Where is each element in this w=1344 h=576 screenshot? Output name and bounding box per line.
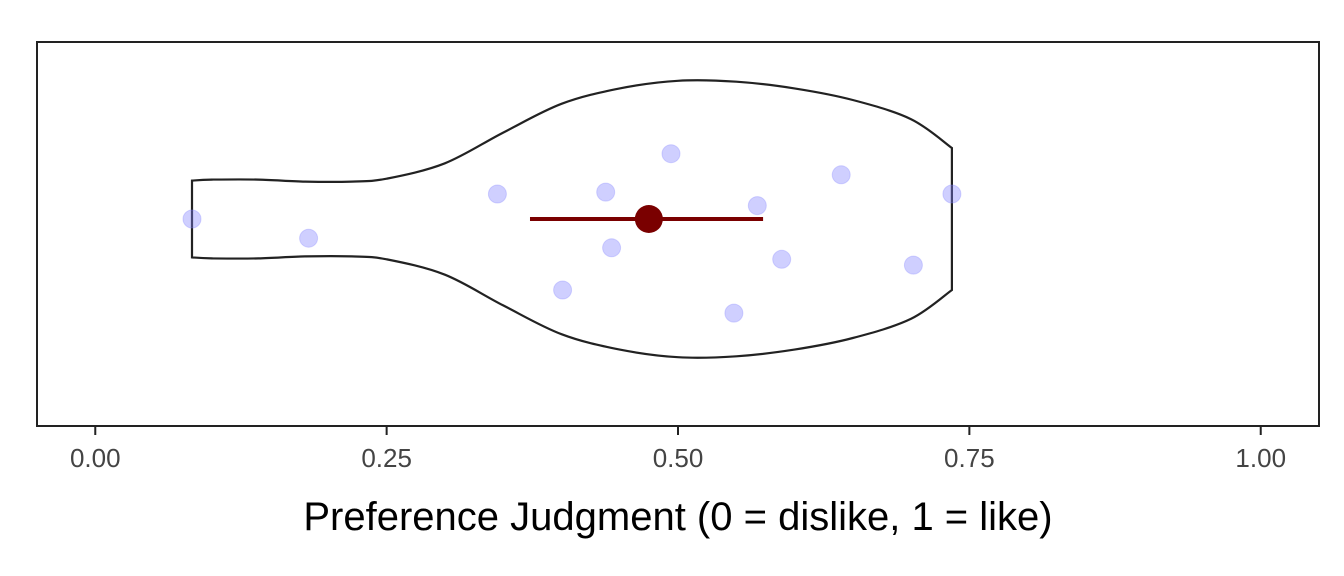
data-point — [903, 255, 923, 275]
data-point — [724, 303, 744, 323]
data-point — [553, 280, 573, 300]
panel-background — [37, 42, 1319, 426]
mean-summary — [529, 205, 764, 233]
data-point — [747, 196, 767, 216]
data-points — [182, 144, 962, 323]
data-point — [772, 249, 792, 269]
x-tick-label: 1.00 — [1235, 443, 1286, 473]
x-axis-title: Preference Judgment (0 = dislike, 1 = li… — [303, 495, 1052, 539]
x-tick-label: 0.25 — [361, 443, 412, 473]
violin-shape — [190, 79, 953, 359]
data-point — [596, 182, 616, 202]
data-point — [661, 144, 681, 164]
x-tick-label: 0.00 — [70, 443, 121, 473]
data-point — [602, 238, 622, 258]
x-tick-label: 0.75 — [944, 443, 995, 473]
data-point — [831, 165, 851, 185]
data-point — [182, 209, 202, 229]
data-point — [487, 184, 507, 204]
x-tick-label: 0.50 — [653, 443, 704, 473]
data-point — [942, 184, 962, 204]
data-point — [299, 228, 319, 248]
x-axis: 0.00 0.25 0.50 0.75 1.00 — [70, 426, 1286, 473]
mean-point — [634, 205, 663, 233]
